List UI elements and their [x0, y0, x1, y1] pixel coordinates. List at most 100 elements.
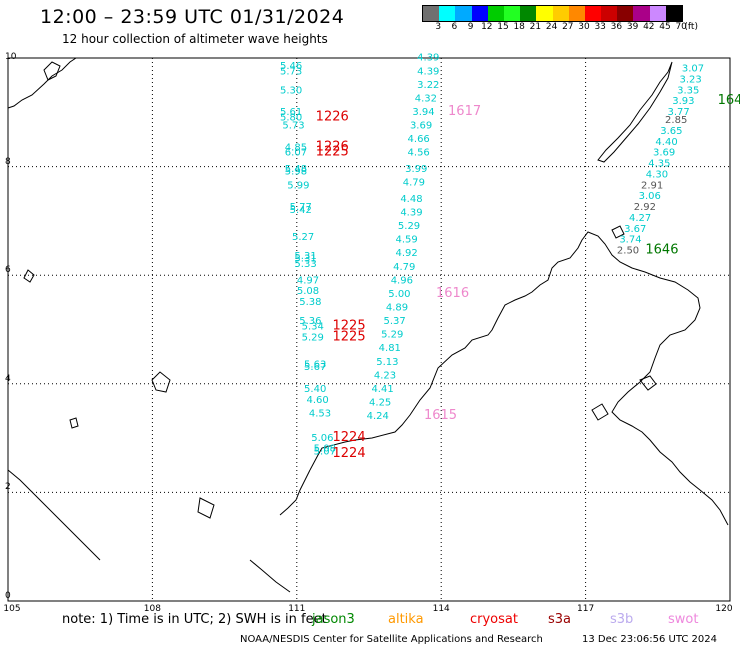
- malay-peninsula-east: [23, 269, 35, 283]
- anambas-island: [69, 417, 79, 429]
- phu-quoc-island: [43, 61, 61, 81]
- wave-height-value: 3.65: [660, 126, 682, 137]
- track-time-label: 1225: [333, 319, 366, 334]
- latitude-label: 10: [5, 52, 17, 62]
- wave-height-value: 5.29: [398, 221, 420, 232]
- wave-height-value: 4.59: [396, 235, 418, 246]
- track-time-label: 1616: [436, 286, 469, 301]
- legend-label: 42: [643, 22, 655, 32]
- legend-label: 45: [659, 22, 671, 32]
- legend-label: 21: [529, 22, 542, 32]
- sumatra-coast: [7, 469, 101, 561]
- longitude-label: 120: [715, 604, 733, 614]
- wave-height-value: 3.69: [653, 148, 675, 159]
- wave-height-value: 4.39: [400, 207, 422, 218]
- satellite-legend-item: altika: [388, 612, 424, 627]
- wave-height-value: 4.32: [415, 93, 437, 104]
- legend-label: 39: [626, 22, 639, 32]
- generation-timestamp: 13 Dec 23:06:56 UTC 2024: [582, 634, 717, 645]
- altimeter-tracks: 5.465.735.305.615.805.734.856.075.485.98…: [280, 53, 740, 461]
- wave-height-value: 5.29: [302, 332, 324, 343]
- track-time-label: 1225: [333, 329, 366, 344]
- legend-labels: 3 6 9 12 15 18 21 24 27 30 33 36 39 42 45 70 (ft): [422, 22, 732, 34]
- wave-height-value: 5.08: [314, 444, 336, 455]
- track-time-label: 1224: [333, 430, 366, 445]
- track-time-label: 1224: [333, 446, 366, 461]
- legend-label: 15: [497, 22, 509, 32]
- wave-height-value: 5.77: [290, 202, 312, 213]
- sulu-islands: [639, 375, 657, 391]
- wave-height-value: 4.92: [396, 248, 418, 259]
- satellite-legend-item: cryosat: [470, 612, 518, 627]
- wave-height-value: 4.41: [371, 384, 393, 395]
- legend-swatch: [617, 6, 634, 21]
- legend-swatch: [423, 6, 440, 21]
- legend-swatch: [601, 6, 618, 21]
- bangka-island: [197, 497, 215, 519]
- wave-height-value: 3.94: [412, 107, 434, 118]
- legend-label: 70: [675, 22, 687, 32]
- track-time-label: 1226: [316, 109, 349, 124]
- indochina-coast: [7, 57, 77, 109]
- track-time-label: 164: [718, 93, 740, 108]
- satellite-legend-item: jason3: [312, 612, 355, 627]
- track-time-label: 1646: [645, 242, 678, 257]
- longitude-label: 117: [577, 604, 595, 614]
- wave-height-value: 5.40: [304, 384, 326, 395]
- wave-height-value: 6.07: [285, 148, 307, 159]
- legend-label: 33: [594, 22, 606, 32]
- wave-height-value: 5.61: [280, 107, 302, 118]
- track-time-label: 1615: [424, 408, 457, 423]
- wave-height-value: 4.27: [629, 213, 651, 224]
- wave-height-value: 4.23: [374, 370, 396, 381]
- wave-height-value: 5.06: [311, 433, 333, 444]
- satellite-legend-item: swot: [668, 612, 699, 627]
- borneo-coast: [309, 231, 729, 526]
- borneo-south: [279, 469, 311, 516]
- legend-label: 36: [610, 22, 623, 32]
- wave-height-value: 3.35: [677, 85, 699, 96]
- legend-swatch: [568, 6, 585, 21]
- wave-height-value: 4.30: [646, 169, 668, 180]
- wave-height-value: 4.24: [367, 411, 389, 422]
- latitude-label: 6: [5, 265, 11, 276]
- legend-swatch: [455, 6, 472, 21]
- longitude-label: 105: [3, 604, 21, 614]
- legend-swatch: [649, 6, 666, 21]
- mindoro-reef: [611, 225, 625, 239]
- wave-height-value: 4.48: [400, 194, 422, 205]
- satellite-legend-item: s3a: [548, 612, 572, 627]
- wave-height-value: 5.34: [302, 322, 324, 333]
- legend-swatch: [520, 6, 537, 21]
- map-subtitle: 12 hour collection of altimeter wave hei…: [62, 32, 328, 46]
- track-time-label: 1617: [448, 104, 481, 119]
- palawan-island: [597, 61, 673, 163]
- sabah-islands: [591, 403, 609, 421]
- legend-swatch: [633, 6, 650, 21]
- longitude-label: 111: [288, 604, 306, 614]
- wave-height-value: 3.93: [672, 96, 694, 107]
- legend-swatch: [665, 6, 682, 21]
- wave-height-value: 4.35: [648, 159, 670, 170]
- wave-height-value: 3.23: [679, 74, 701, 85]
- latitude-label: 0: [5, 591, 11, 601]
- wave-height-value: 5.98: [285, 167, 307, 178]
- legend-label: 30: [578, 22, 590, 32]
- wave-height-value: 5.67: [304, 362, 326, 373]
- wave-height-value: 5.27: [292, 232, 314, 243]
- wave-height-value: 5.29: [381, 330, 403, 341]
- wave-height-value: 5.48: [285, 164, 307, 175]
- wave-height-value: 4.81: [379, 343, 401, 354]
- wave-height-value: 5.73: [282, 121, 304, 132]
- wave-height-value: 4.79: [393, 262, 415, 273]
- wave-height-value: 4.39: [417, 53, 439, 64]
- latitude-label: 2: [5, 482, 11, 493]
- wave-height-value: 5.07: [314, 446, 336, 457]
- wave-height-value: 3.22: [417, 80, 439, 91]
- wave-height-value: 5.31: [294, 254, 316, 265]
- wave-height-value: 3.74: [619, 235, 641, 246]
- wave-height-value: 4.96: [391, 275, 413, 286]
- wave-height-value: 5.73: [280, 66, 302, 77]
- latitude-label: 8: [5, 156, 11, 167]
